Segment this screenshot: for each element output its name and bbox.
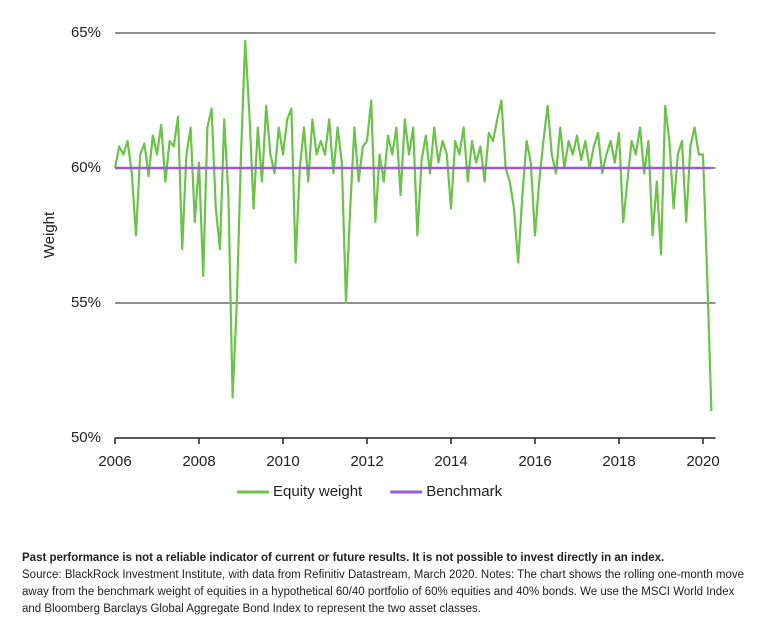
y-tick-label: 65% (71, 24, 101, 41)
x-tick-label: 2012 (350, 453, 383, 470)
x-tick-label: 2020 (686, 453, 719, 470)
x-tick-label: 2014 (434, 453, 467, 470)
x-tick-label: 2018 (602, 453, 635, 470)
chart: Weight 50% 55% 60% 65% 2006 2008 2010 2012 2014 2… (41, 24, 720, 500)
y-tick-label: 60% (71, 159, 101, 176)
y-tick-label: 50% (71, 429, 101, 446)
notes: Past performance is not a reliable indic… (22, 550, 747, 618)
disclaimer: Past performance is not a reliable indic… (22, 552, 665, 564)
x-tick-label: 2008 (182, 453, 215, 470)
x-tick-label: 2010 (266, 453, 299, 470)
x-tick-label: 2006 (98, 453, 131, 470)
source-note: Source: BlackRock Investment Institute, … (22, 569, 745, 615)
x-tick-label: 2016 (518, 453, 551, 470)
series-line (113, 40, 713, 412)
y-axis-label: Weight (41, 211, 58, 258)
legend-label: Benchmark (426, 483, 502, 500)
y-tick-label: 55% (71, 294, 101, 311)
legend-label: Equity weight (273, 483, 363, 500)
